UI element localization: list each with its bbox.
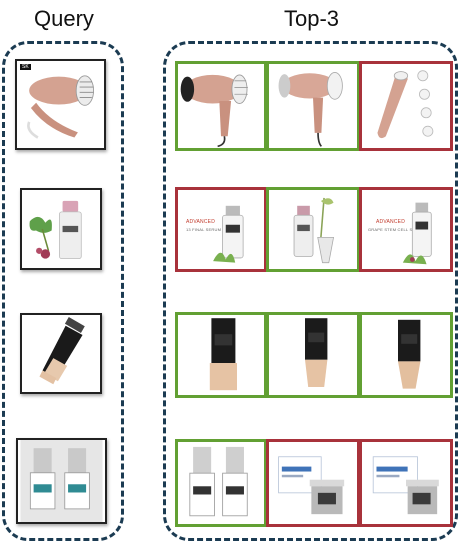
result-1-2 xyxy=(266,61,360,151)
nail-polish-bottles-icon xyxy=(189,446,248,517)
result-3-1 xyxy=(175,312,267,398)
serum-bottle-icon xyxy=(29,200,82,260)
result-2-2 xyxy=(266,187,360,272)
result-3-3 xyxy=(359,312,453,398)
query-panel xyxy=(2,41,124,541)
result-2-3: ADVANCED GRAPE STEM CELL SERUM xyxy=(359,187,453,272)
cream-jar-icon xyxy=(372,456,439,515)
result-2-1: ADVANCED 13 FINAL SERUM xyxy=(175,187,267,272)
result-4-2 xyxy=(266,439,360,527)
nail-polish-bottles-icon xyxy=(20,440,103,522)
query-image-2 xyxy=(20,188,102,270)
serum-label-line2: GRAPE STEM CELL SERUM xyxy=(368,227,425,232)
concealer-tube-icon xyxy=(398,319,421,389)
serum-label-line1: ADVANCED xyxy=(376,219,406,225)
hair-dryer-icon xyxy=(278,71,343,147)
concealer-tube-icon xyxy=(39,317,85,385)
serum-bottle-icon xyxy=(213,205,244,263)
hair-dryer-icon xyxy=(180,74,248,148)
query-image-1: SK xyxy=(15,59,106,150)
result-1-1 xyxy=(175,61,267,151)
serum-bottle-icon xyxy=(402,202,432,265)
query-image-4 xyxy=(16,438,107,524)
results-panel xyxy=(163,41,458,541)
hair-dryer-icon xyxy=(27,75,94,139)
cream-jar-icon xyxy=(278,456,345,515)
query-image-3 xyxy=(20,313,102,394)
serum-label-line1: ADVANCED xyxy=(186,219,216,225)
result-1-3 xyxy=(359,61,453,151)
serum-label-line2: 13 FINAL SERUM xyxy=(186,227,222,232)
pore-vacuum-icon xyxy=(377,70,434,139)
serum-bottle-icon xyxy=(293,197,335,264)
brand-logo: SK xyxy=(20,64,31,70)
top-3-heading: Top-3 xyxy=(284,6,340,31)
query-heading: Query xyxy=(34,6,94,31)
result-3-2 xyxy=(266,312,360,398)
result-4-3 xyxy=(359,439,453,527)
concealer-tube-icon xyxy=(209,318,237,391)
concealer-tube-icon xyxy=(305,318,328,387)
result-4-1 xyxy=(175,439,267,527)
